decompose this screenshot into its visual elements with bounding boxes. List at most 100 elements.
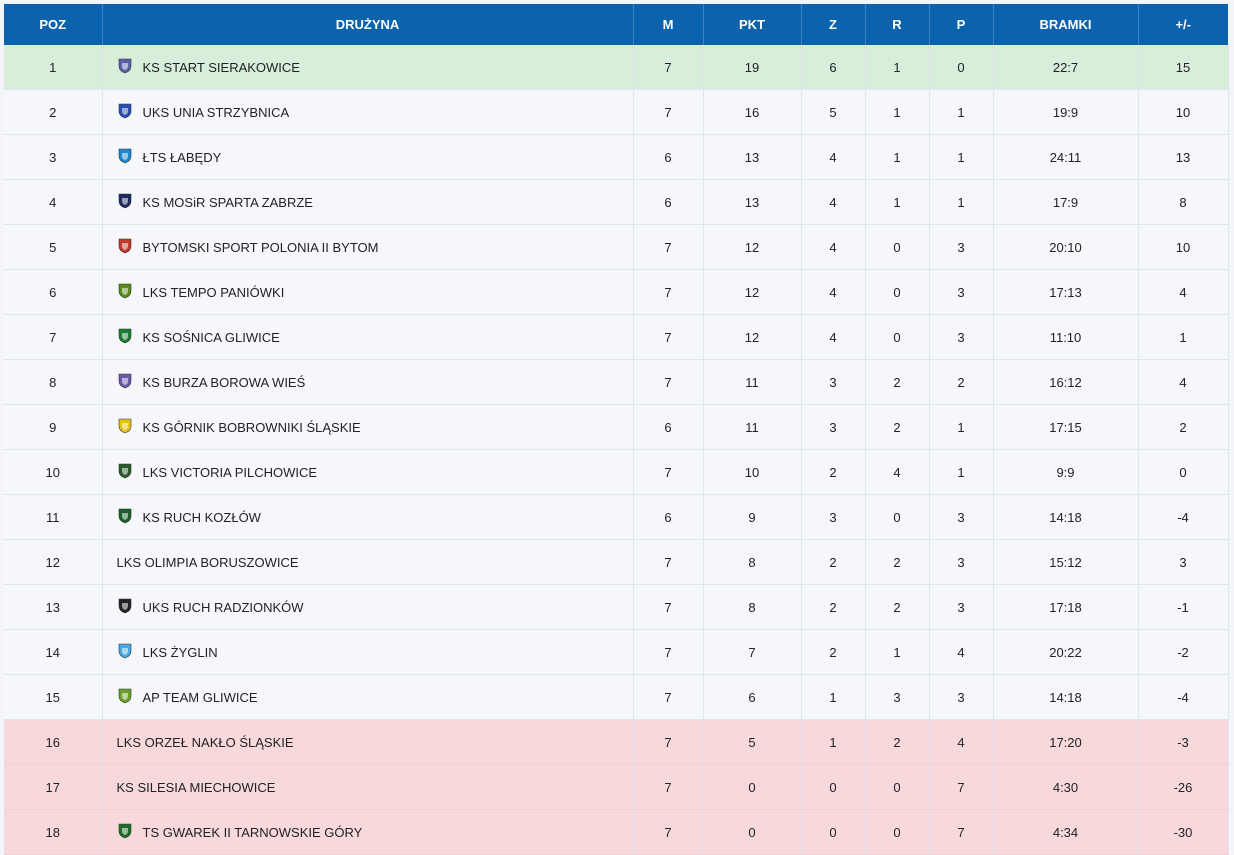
team-name[interactable]: KS GÓRNIK BOBROWNIKI ŚLĄSKIE [142,419,361,435]
table-row[interactable]: 12 LKS OLIMPIA BORUSZOWICE 7 8 2 2 3 15:12 3 [4,539,1229,585]
goals-cell: 22:7 [993,45,1139,90]
team-cell[interactable]: LKS OLIMPIA BORUSZOWICE [102,539,634,585]
losses-cell: 3 [929,539,994,585]
team-name[interactable]: KS MOSiR SPARTA ZABRZE [142,194,313,210]
team-cell[interactable]: LKS ŻYGLIN [102,629,634,675]
table-row[interactable]: 5 BYTOMSKI SPORT POLONIA II BYTOM 7 12 4 0 3 20… [4,224,1229,270]
draws-cell: 1 [865,45,930,90]
matches-cell: 7 [633,314,704,360]
team-cell[interactable]: KS BURZA BOROWA WIEŚ [102,359,634,405]
team-cell[interactable]: KS START SIERAKOWICE [102,45,634,90]
table-row[interactable]: 8 KS BURZA BOROWA WIEŚ 7 11 3 2 2 16:12 4 [4,359,1229,405]
goal-diff-cell: -2 [1138,629,1229,675]
team-cell[interactable]: KS GÓRNIK BOBROWNIKI ŚLĄSKIE [102,404,634,450]
losses-cell: 1 [929,404,994,450]
team-cell[interactable]: BYTOMSKI SPORT POLONIA II BYTOM [102,224,634,270]
team-cell[interactable]: ŁTS ŁABĘDY [102,134,634,180]
team-name[interactable]: UKS UNIA STRZYBNICA [142,104,290,120]
table-row[interactable]: 10 LKS VICTORIA PILCHOWICE 7 10 2 4 1 9:9 0 [4,449,1229,495]
team-name[interactable]: TS GWAREK II TARNOWSKIE GÓRY [142,824,363,840]
table-row[interactable]: 16 LKS ORZEŁ NAKŁO ŚLĄSKIE 7 5 1 2 4 17:20 -3 [4,719,1229,765]
goals-cell: 17:15 [993,404,1139,450]
team-name[interactable]: KS SILESIA MIECHOWICE [116,780,276,796]
team-name[interactable]: LKS OLIMPIA BORUSZOWICE [116,555,299,571]
crest-dark-circle-icon [117,193,133,209]
goal-diff-cell: -30 [1138,809,1229,855]
wins-cell: 6 [801,45,866,90]
team-name[interactable]: KS SOŚNICA GLIWICE [142,329,280,345]
team-cell[interactable]: KS RUCH KOZŁÓW [102,494,634,540]
col-header-wins[interactable]: Z [801,4,866,45]
col-header-draws[interactable]: R [865,4,930,45]
losses-cell: 7 [929,809,994,855]
team-cell[interactable]: TS GWAREK II TARNOWSKIE GÓRY [102,809,634,855]
table-row[interactable]: 14 LKS ŻYGLIN 7 7 2 1 4 20:22 -2 [4,629,1229,675]
table-row[interactable]: 2 UKS UNIA STRZYBNICA 7 16 5 1 1 19:9 10 [4,89,1229,135]
draws-cell: 0 [865,224,930,270]
team-name[interactable]: LKS TEMPO PANIÓWKI [142,284,285,300]
col-header-losses[interactable]: P [929,4,994,45]
losses-cell: 3 [929,269,994,315]
col-header-matches[interactable]: M [633,4,704,45]
points-cell: 12 [703,224,802,270]
table-row[interactable]: 17 KS SILESIA MIECHOWICE 7 0 0 0 7 4:30 -26 [4,764,1229,810]
table-row[interactable]: 7 KS SOŚNICA GLIWICE 7 12 4 0 3 11:10 1 [4,314,1229,360]
losses-cell: 1 [929,179,994,225]
draws-cell: 4 [865,449,930,495]
team-cell[interactable]: LKS ORZEŁ NAKŁO ŚLĄSKIE [102,719,634,765]
team-name[interactable]: KS RUCH KOZŁÓW [142,509,261,525]
goals-cell: 17:13 [993,269,1139,315]
team-name[interactable]: KS BURZA BOROWA WIEŚ [142,374,306,390]
matches-cell: 7 [633,224,704,270]
table-row[interactable]: 9 KS GÓRNIK BOBROWNIKI ŚLĄSKIE 6 11 3 2 1 17:15… [4,404,1229,450]
points-cell: 19 [703,45,802,90]
matches-cell: 7 [633,45,704,90]
col-header-position[interactable]: POZ [4,4,103,45]
team-name[interactable]: BYTOMSKI SPORT POLONIA II BYTOM [142,239,379,255]
team-cell[interactable]: UKS UNIA STRZYBNICA [102,89,634,135]
team-name[interactable]: LKS ŻYGLIN [142,644,218,660]
team-cell[interactable]: UKS RUCH RADZIONKÓW [102,584,634,630]
points-cell: 13 [703,134,802,180]
points-cell: 8 [703,584,802,630]
goals-cell: 24:11 [993,134,1139,180]
position-cell: 14 [4,629,103,675]
team-name[interactable]: KS START SIERAKOWICE [142,59,300,75]
table-row[interactable]: 18 TS GWAREK II TARNOWSKIE GÓRY 7 0 0 0 7 4:34-… [4,809,1229,855]
col-header-goal-diff[interactable]: +/- [1138,4,1228,45]
matches-cell: 6 [633,179,704,225]
col-header-goals[interactable]: BRAMKI [993,4,1139,45]
team-name[interactable]: LKS VICTORIA PILCHOWICE [142,464,318,480]
team-cell[interactable]: AP TEAM GLIWICE [102,674,634,720]
team-name[interactable]: AP TEAM GLIWICE [142,689,258,705]
team-cell[interactable]: KS MOSiR SPARTA ZABRZE [102,179,634,225]
team-name[interactable]: LKS ORZEŁ NAKŁO ŚLĄSKIE [116,735,294,751]
team-name[interactable]: UKS RUCH RADZIONKÓW [142,599,304,615]
col-header-team[interactable]: DRUŻYNA [102,4,634,45]
table-row[interactable]: 6 LKS TEMPO PANIÓWKI 7 12 4 0 3 17:13 4 [4,269,1229,315]
team-cell[interactable]: LKS VICTORIA PILCHOWICE [102,449,634,495]
table-row[interactable]: 3 ŁTS ŁABĘDY 6 13 4 1 1 24:11 13 [4,134,1229,180]
table-row[interactable]: 11 KS RUCH KOZŁÓW 6 9 3 0 3 14:18 -4 [4,494,1229,540]
matches-cell: 7 [633,584,704,630]
points-cell: 10 [703,449,802,495]
crest-circle-icon [117,148,133,164]
position-cell: 9 [4,404,103,450]
goal-diff-cell: 1 [1138,314,1229,360]
crest-eagle-icon [117,58,133,74]
goals-cell: 17:20 [993,719,1139,765]
team-name[interactable]: ŁTS ŁABĘDY [142,149,222,165]
matches-cell: 7 [633,269,704,315]
table-row[interactable]: 15 AP TEAM GLIWICE 7 6 1 3 3 14:18 -4 [4,674,1229,720]
goals-cell: 9:9 [993,449,1139,495]
table-row[interactable]: 4 KS MOSiR SPARTA ZABRZE 6 13 4 1 1 17:9 8 [4,179,1229,225]
matches-cell: 7 [633,809,704,855]
wins-cell: 1 [801,719,866,765]
table-body: 1 KS START SIERAKOWICE 7 19 6 1 0 22:7 15 2 UKS UN… [4,45,1229,855]
col-header-points[interactable]: PKT [703,4,802,45]
team-cell[interactable]: KS SILESIA MIECHOWICE [102,764,634,810]
team-cell[interactable]: LKS TEMPO PANIÓWKI [102,269,634,315]
table-row[interactable]: 1 KS START SIERAKOWICE 7 19 6 1 0 22:7 15 [4,45,1229,90]
table-row[interactable]: 13 UKS RUCH RADZIONKÓW 7 8 2 2 3 17:18 -1 [4,584,1229,630]
team-cell[interactable]: KS SOŚNICA GLIWICE [102,314,634,360]
